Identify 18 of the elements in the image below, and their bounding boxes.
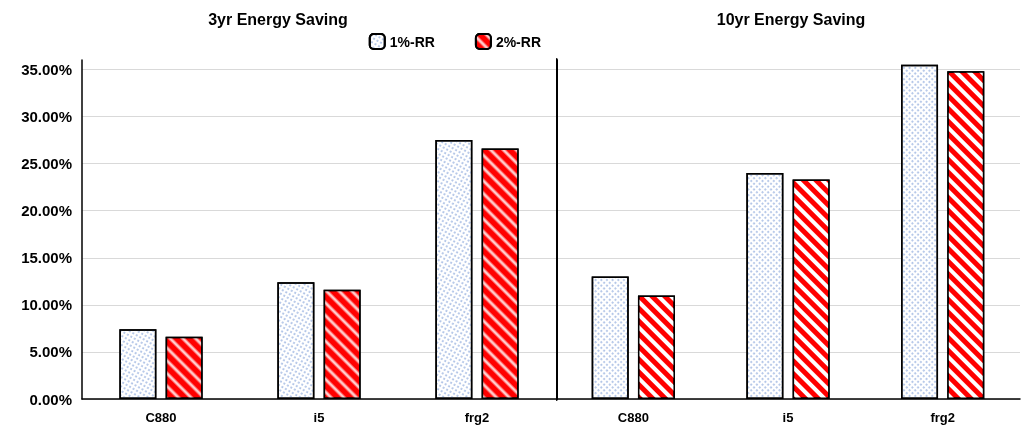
y-tick-label: 10.00% <box>21 296 72 314</box>
x-tick-label: frg2 <box>464 410 490 425</box>
chart-title: 10yr Energy Saving <box>716 10 866 28</box>
x-tick-label: C880 <box>617 410 649 425</box>
y-tick-label: 5.00% <box>29 343 72 361</box>
chart-title: 3yr Energy Saving <box>208 10 348 28</box>
y-tick-label: 30.00% <box>21 108 72 125</box>
y-tick-label: 15.00% <box>21 249 72 267</box>
x-tick-label: frg2 <box>930 410 955 425</box>
x-tick-label: i5 <box>782 410 794 425</box>
x-tick-label: C880 <box>145 410 177 425</box>
legend-label: 1%-RR <box>389 33 435 50</box>
y-tick-label: 20.00% <box>21 202 72 220</box>
x-tick-label: i5 <box>313 410 325 425</box>
y-tick-label: 0.00% <box>29 390 72 408</box>
y-tick-label: 35.00% <box>21 60 72 78</box>
legend-label: 2%-RR <box>495 33 542 50</box>
y-tick-label: 25.00% <box>21 155 72 173</box>
